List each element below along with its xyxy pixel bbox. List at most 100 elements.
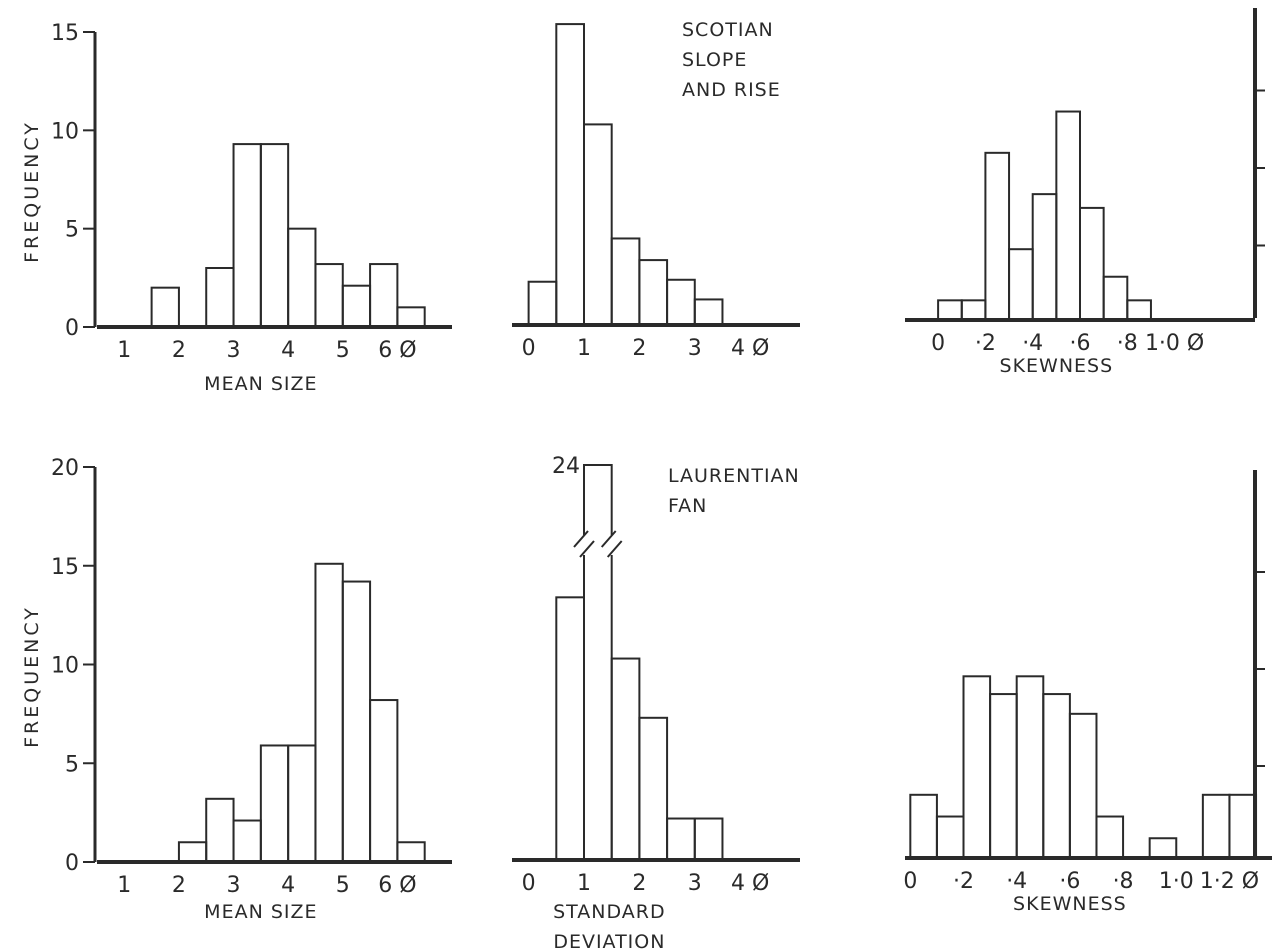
histogram-bar [259, 143, 290, 328]
x-tick-label: 4 Ø [731, 871, 769, 896]
axis-break-mark [573, 530, 589, 548]
x-axis-label: STANDARD DEVIATION [553, 901, 666, 950]
x-tick-label: ·8 [1113, 869, 1134, 894]
x-tick-label: 0 [931, 331, 945, 356]
y-tick-label: 0 [65, 316, 79, 341]
x-tick-label: 1 [577, 336, 591, 361]
x-tick-label: 0 [522, 336, 536, 361]
axis-break-mark [600, 530, 617, 548]
histogram-bar [1068, 712, 1098, 860]
x-tick-label: ·4 [1006, 869, 1027, 894]
x-axis-label: MEAN SIZE [204, 373, 317, 395]
histogram-bar [1055, 110, 1081, 321]
x-tick-label: 1 [117, 873, 131, 898]
histogram-bar [1095, 815, 1125, 860]
x-tick-label: 1 [117, 338, 131, 363]
histogram-bar [989, 693, 1018, 860]
y-tick-label: 10 [51, 654, 79, 679]
histogram-bar [287, 744, 317, 863]
y-tick-label: 5 [65, 218, 79, 243]
dataset-annotation: AND RISE [682, 79, 781, 101]
histogram-bar [177, 841, 208, 863]
x-tick-label: 4 Ø [731, 336, 769, 361]
x-tick-label: 4 [281, 338, 295, 363]
x-tick-label: 1·2 Ø [1200, 869, 1259, 894]
x-tick-label: 1·0 Ø [1145, 331, 1204, 356]
histogram-bar [1148, 837, 1178, 859]
y-tick-label: 0 [65, 851, 79, 876]
dataset-annotation: SLOPE [682, 49, 747, 71]
histogram-bar [205, 267, 235, 328]
histogram-bar [369, 263, 399, 329]
histogram-bar [610, 237, 641, 326]
histogram-bar [962, 675, 992, 859]
x-tick-label: 0 [903, 869, 917, 894]
histogram-panel-top-std-dev: 0 1 2 3 4 Ø [512, 23, 800, 361]
dataset-annotation: FAN [668, 495, 707, 517]
y-tick-label: 15 [51, 555, 79, 580]
x-tick-label: 3 [227, 338, 241, 363]
x-tick-label: 3 [688, 336, 702, 361]
histogram-bar [555, 596, 585, 861]
x-tick-label: 1·0 [1159, 869, 1194, 894]
dataset-annotation: LAURENTIAN [668, 465, 800, 487]
histogram-bar [232, 819, 262, 864]
y-tick-label: 10 [51, 119, 79, 144]
histogram-bar [666, 817, 696, 862]
x-tick-label: 5 [336, 873, 350, 898]
histogram-bar [960, 299, 987, 322]
histogram-bar [341, 580, 372, 863]
histogram-bar [909, 793, 938, 859]
histogram-bar [555, 23, 585, 326]
x-tick-label: ·6 [1070, 331, 1091, 356]
histogram-bar [583, 464, 613, 861]
histogram-bar [1201, 793, 1231, 859]
dataset-annotation: SCOTIAN [682, 19, 774, 41]
histogram-panel-bottom-mean-size: 0 5 10 15 20 1 2 3 4 5 6 Ø FREQUENCY MEAN SIZE [21, 456, 452, 923]
histogram-bar [287, 227, 317, 329]
histogram-bar [666, 278, 696, 326]
axis-break-mark [579, 540, 595, 558]
x-tick-label: 3 [688, 871, 702, 896]
histogram-bar [610, 657, 641, 861]
histogram-bar [314, 562, 344, 864]
histogram-panel-top-mean-size: 0 5 10 15 1 2 3 4 5 6 Ø FREQUENCY MEAN SIZE [21, 21, 452, 395]
x-tick-label: ·6 [1059, 869, 1080, 894]
x-tick-label: 2 [172, 338, 186, 363]
x-tick-label: 1 [577, 871, 591, 896]
histogram-bar [693, 817, 724, 862]
histogram-bar [583, 123, 613, 327]
y-tick-label: 20 [51, 456, 79, 481]
y-tick-label: 15 [51, 21, 79, 46]
histogram-bar [205, 797, 235, 863]
x-tick-label: 2 [632, 871, 646, 896]
histogram-bar [150, 286, 180, 328]
x-axis-label: SKEWNESS [1013, 893, 1127, 915]
x-tick-label: 3 [227, 873, 241, 898]
x-tick-label: 6 Ø [378, 873, 416, 898]
histogram-bar [1126, 299, 1152, 322]
histogram-bar [396, 306, 426, 329]
histogram-bar [693, 298, 724, 326]
histogram-bar [369, 699, 399, 863]
histogram-bar [935, 815, 965, 860]
histogram-bar [638, 716, 669, 861]
histogram-bar [259, 744, 290, 863]
histogram-bar [1079, 206, 1105, 321]
histogram-bar [341, 284, 372, 329]
histogram-bar [1102, 275, 1129, 322]
histogram-bar [984, 151, 1011, 321]
x-axis-label: SKEWNESS [1000, 355, 1114, 377]
histogram-bar [232, 143, 262, 328]
histogram-panel-bottom-std-dev: 0 1 2 3 4 Ø 24 STANDARD DEVIATION LAURENTIAN FAN [512, 454, 800, 950]
histogram-panel-bottom-skewness: 0 ·2 ·4 ·6 ·8 1·0 1·2 Ø SKEWNESS [903, 470, 1272, 915]
histogram-bar [1228, 793, 1258, 859]
x-tick-label: ·2 [975, 331, 996, 356]
histogram-bar [396, 841, 426, 863]
x-tick-label: 0 [522, 871, 536, 896]
histogram-bar [1008, 248, 1034, 321]
x-tick-label: ·2 [953, 869, 974, 894]
broken-bar-value-label: 24 [552, 454, 580, 479]
histogram-bar [314, 263, 344, 329]
